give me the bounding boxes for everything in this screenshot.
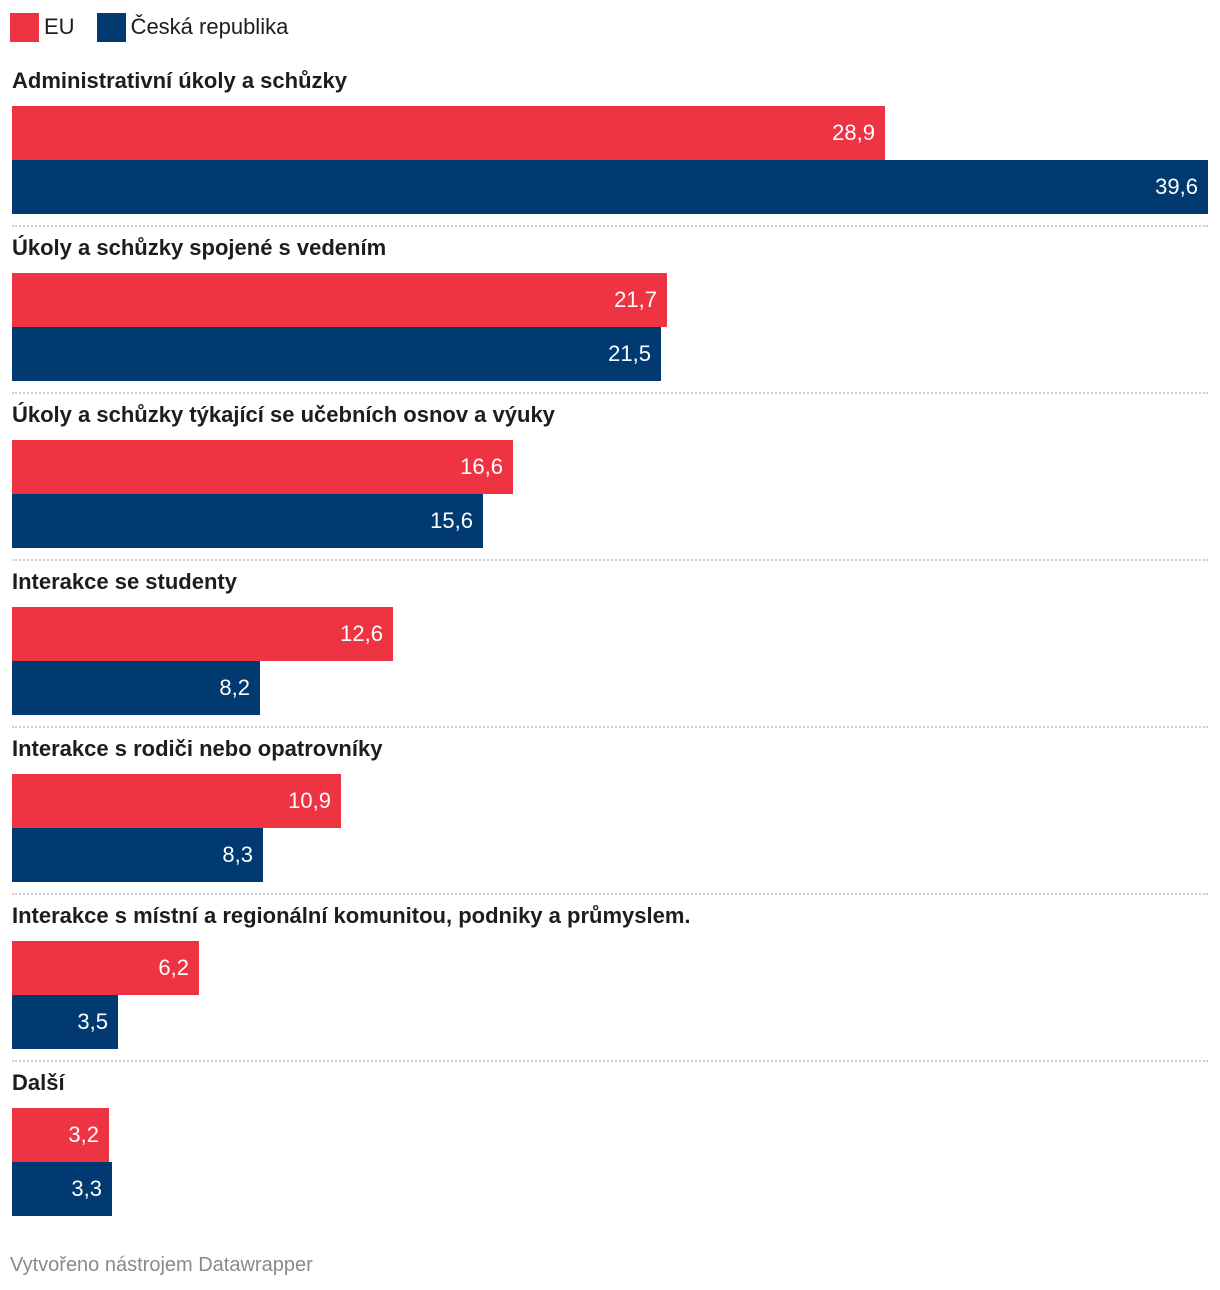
bar-eu[interactable]: 28,9 bbox=[12, 106, 885, 160]
category-label: Interakce se studenty bbox=[12, 569, 237, 594]
bar-eu[interactable]: 16,6 bbox=[12, 440, 513, 494]
bar-chart: Administrativní úkoly a schůzky 28,9 39,6 Ú… bbox=[12, 68, 1208, 1216]
bar-value-label: 3,3 bbox=[71, 1176, 102, 1201]
category-label: Administrativní úkoly a schůzky bbox=[12, 68, 347, 93]
bar-value-label: 6,2 bbox=[158, 955, 189, 980]
legend-swatch-cz bbox=[96, 12, 126, 42]
category-label: Úkoly a schůzky týkající se učebních osn… bbox=[12, 402, 555, 427]
legend-item-eu[interactable]: EU bbox=[10, 12, 75, 42]
bar-eu[interactable]: 10,9 bbox=[12, 774, 341, 828]
bar-value-label: 39,6 bbox=[1155, 174, 1198, 199]
group-divider bbox=[12, 392, 1208, 394]
bar-cz[interactable]: 8,3 bbox=[12, 828, 263, 882]
legend-label-eu: EU bbox=[44, 14, 75, 39]
bar-value-label: 16,6 bbox=[460, 454, 503, 479]
bar-value-label: 21,7 bbox=[614, 287, 657, 312]
bar-value-label: 15,6 bbox=[430, 508, 473, 533]
group-divider bbox=[12, 225, 1208, 227]
bar-value-label: 8,3 bbox=[222, 842, 253, 867]
bar-cz[interactable]: 39,6 bbox=[12, 160, 1208, 214]
legend-label-cz: Česká republika bbox=[130, 14, 289, 39]
bar-cz[interactable]: 8,2 bbox=[12, 661, 260, 715]
bar-value-label: 10,9 bbox=[288, 788, 331, 813]
bar-cz[interactable]: 21,5 bbox=[12, 327, 661, 381]
bar-value-label: 3,5 bbox=[77, 1009, 108, 1034]
footer-credit[interactable]: Vytvořeno nástrojem Datawrapper bbox=[10, 1254, 313, 1276]
bar-value-label: 3,2 bbox=[68, 1122, 99, 1147]
category-label: Interakce s rodiči nebo opatrovníky bbox=[12, 736, 383, 761]
bar-cz[interactable]: 3,3 bbox=[12, 1162, 112, 1216]
bar-eu[interactable]: 21,7 bbox=[12, 273, 667, 327]
group-divider bbox=[12, 1060, 1208, 1062]
legend: EU Česká republika bbox=[10, 12, 310, 42]
bar-eu[interactable]: 3,2 bbox=[12, 1108, 109, 1162]
legend-swatch-eu bbox=[10, 12, 39, 42]
group-divider bbox=[12, 559, 1208, 561]
bar-eu[interactable]: 6,2 bbox=[12, 941, 199, 995]
bar-cz[interactable]: 15,6 bbox=[12, 494, 483, 548]
bar-eu[interactable]: 12,6 bbox=[12, 607, 393, 661]
group-divider bbox=[12, 726, 1208, 728]
legend-item-cz[interactable]: Česká republika bbox=[96, 12, 289, 42]
group-divider bbox=[12, 893, 1208, 895]
bar-value-label: 21,5 bbox=[608, 341, 651, 366]
category-label: Další bbox=[12, 1070, 65, 1095]
category-label: Interakce s místní a regionální komunito… bbox=[12, 903, 691, 928]
bar-value-label: 28,9 bbox=[832, 120, 875, 145]
bar-cz[interactable]: 3,5 bbox=[12, 995, 118, 1049]
bar-value-label: 12,6 bbox=[340, 621, 383, 646]
bar-value-label: 8,2 bbox=[219, 675, 250, 700]
category-label: Úkoly a schůzky spojené s vedením bbox=[12, 235, 387, 260]
